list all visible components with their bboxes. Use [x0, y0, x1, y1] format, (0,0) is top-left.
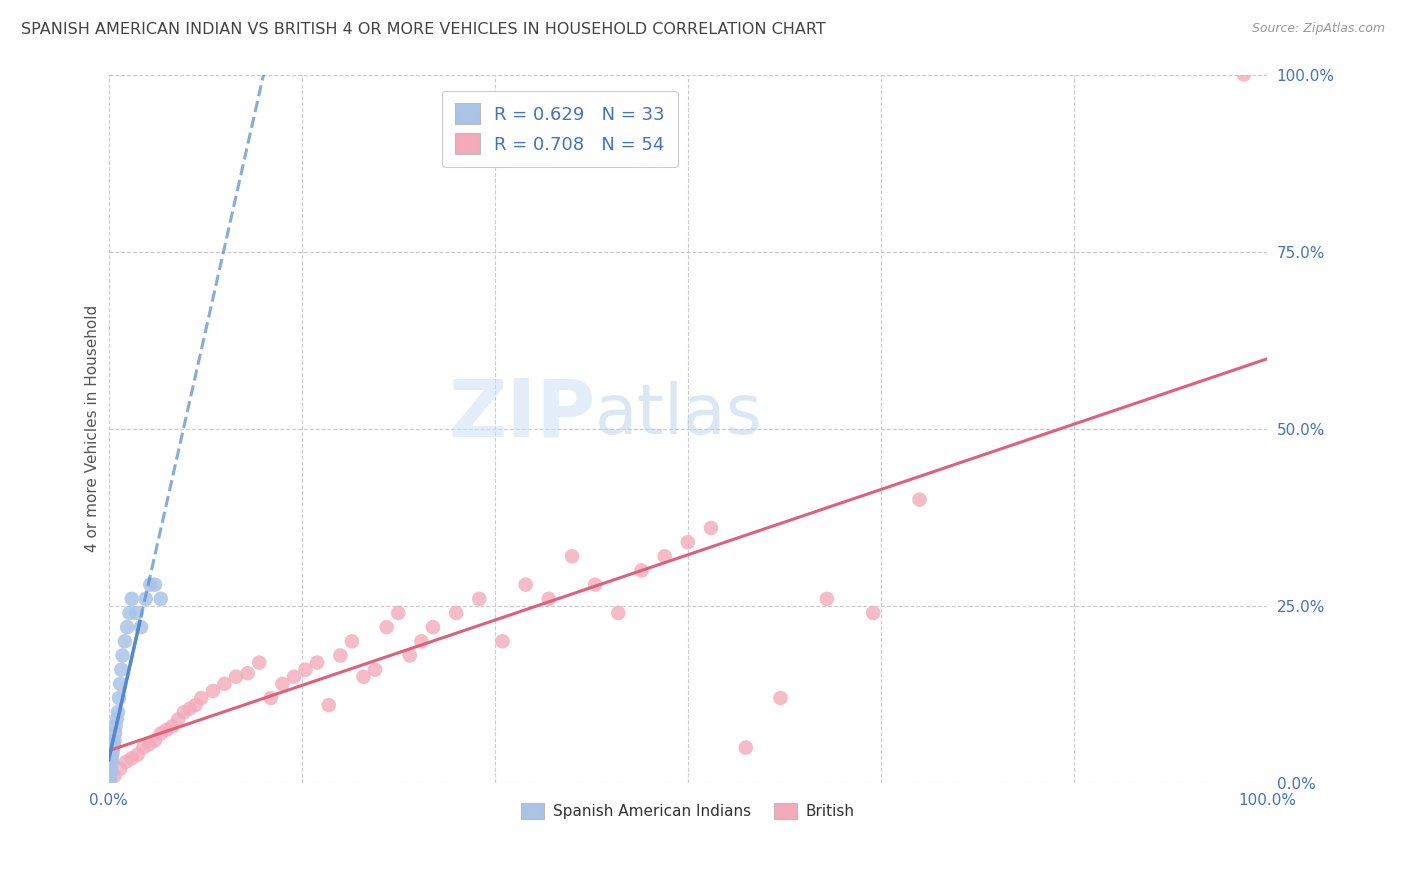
- Point: [149, 726, 172, 740]
- Point: [318, 698, 340, 712]
- Point: [103, 737, 125, 751]
- Point: [364, 663, 387, 677]
- Point: [101, 751, 124, 765]
- Point: [110, 762, 132, 776]
- Point: [98, 774, 121, 789]
- Point: [103, 740, 125, 755]
- Point: [104, 719, 127, 733]
- Legend: Spanish American Indians, British: Spanish American Indians, British: [515, 797, 860, 825]
- Point: [561, 549, 583, 564]
- Point: [135, 591, 157, 606]
- Point: [108, 691, 131, 706]
- Point: [143, 577, 166, 591]
- Point: [654, 549, 676, 564]
- Point: [387, 606, 409, 620]
- Point: [125, 606, 148, 620]
- Point: [115, 620, 138, 634]
- Point: [340, 634, 363, 648]
- Point: [908, 492, 931, 507]
- Point: [138, 737, 160, 751]
- Point: [283, 670, 305, 684]
- Point: [100, 762, 122, 776]
- Point: [139, 577, 162, 591]
- Point: [815, 591, 838, 606]
- Point: [179, 701, 201, 715]
- Text: ZIP: ZIP: [449, 376, 595, 454]
- Point: [190, 691, 212, 706]
- Point: [111, 648, 134, 663]
- Point: [260, 691, 283, 706]
- Point: [167, 712, 190, 726]
- Point: [155, 723, 177, 737]
- Point: [329, 648, 352, 663]
- Point: [734, 740, 756, 755]
- Point: [583, 577, 606, 591]
- Point: [100, 762, 122, 776]
- Point: [247, 656, 270, 670]
- Point: [537, 591, 560, 606]
- Point: [121, 591, 143, 606]
- Point: [444, 606, 467, 620]
- Y-axis label: 4 or more Vehicles in Household: 4 or more Vehicles in Household: [86, 305, 100, 552]
- Point: [411, 634, 433, 648]
- Point: [630, 564, 652, 578]
- Point: [98, 769, 121, 783]
- Text: Source: ZipAtlas.com: Source: ZipAtlas.com: [1251, 22, 1385, 36]
- Point: [98, 770, 121, 784]
- Point: [107, 705, 129, 719]
- Point: [110, 677, 132, 691]
- Point: [118, 606, 141, 620]
- Point: [103, 733, 125, 747]
- Point: [110, 663, 132, 677]
- Point: [101, 744, 124, 758]
- Point: [114, 634, 136, 648]
- Text: atlas: atlas: [595, 381, 763, 448]
- Point: [769, 691, 792, 706]
- Text: SPANISH AMERICAN INDIAN VS BRITISH 4 OR MORE VEHICLES IN HOUSEHOLD CORRELATION C: SPANISH AMERICAN INDIAN VS BRITISH 4 OR …: [21, 22, 825, 37]
- Point: [271, 677, 294, 691]
- Point: [700, 521, 723, 535]
- Point: [98, 772, 121, 787]
- Point: [607, 606, 630, 620]
- Point: [422, 620, 444, 634]
- Point: [127, 747, 149, 762]
- Point: [307, 656, 329, 670]
- Point: [100, 758, 122, 772]
- Point: [103, 769, 125, 783]
- Point: [184, 698, 207, 712]
- Point: [491, 634, 513, 648]
- Point: [214, 677, 236, 691]
- Point: [105, 712, 128, 726]
- Point: [353, 670, 375, 684]
- Point: [398, 648, 420, 663]
- Point: [149, 591, 172, 606]
- Point: [132, 740, 155, 755]
- Point: [129, 620, 152, 634]
- Point: [173, 705, 195, 719]
- Point: [862, 606, 884, 620]
- Point: [115, 755, 138, 769]
- Point: [375, 620, 398, 634]
- Point: [101, 747, 124, 762]
- Point: [468, 591, 491, 606]
- Point: [100, 755, 122, 769]
- Point: [225, 670, 247, 684]
- Point: [143, 733, 166, 747]
- Point: [201, 684, 224, 698]
- Point: [121, 751, 143, 765]
- Point: [98, 765, 121, 780]
- Point: [104, 726, 127, 740]
- Point: [294, 663, 316, 677]
- Point: [162, 719, 184, 733]
- Point: [1233, 68, 1256, 82]
- Point: [236, 666, 259, 681]
- Point: [676, 535, 699, 549]
- Point: [515, 577, 537, 591]
